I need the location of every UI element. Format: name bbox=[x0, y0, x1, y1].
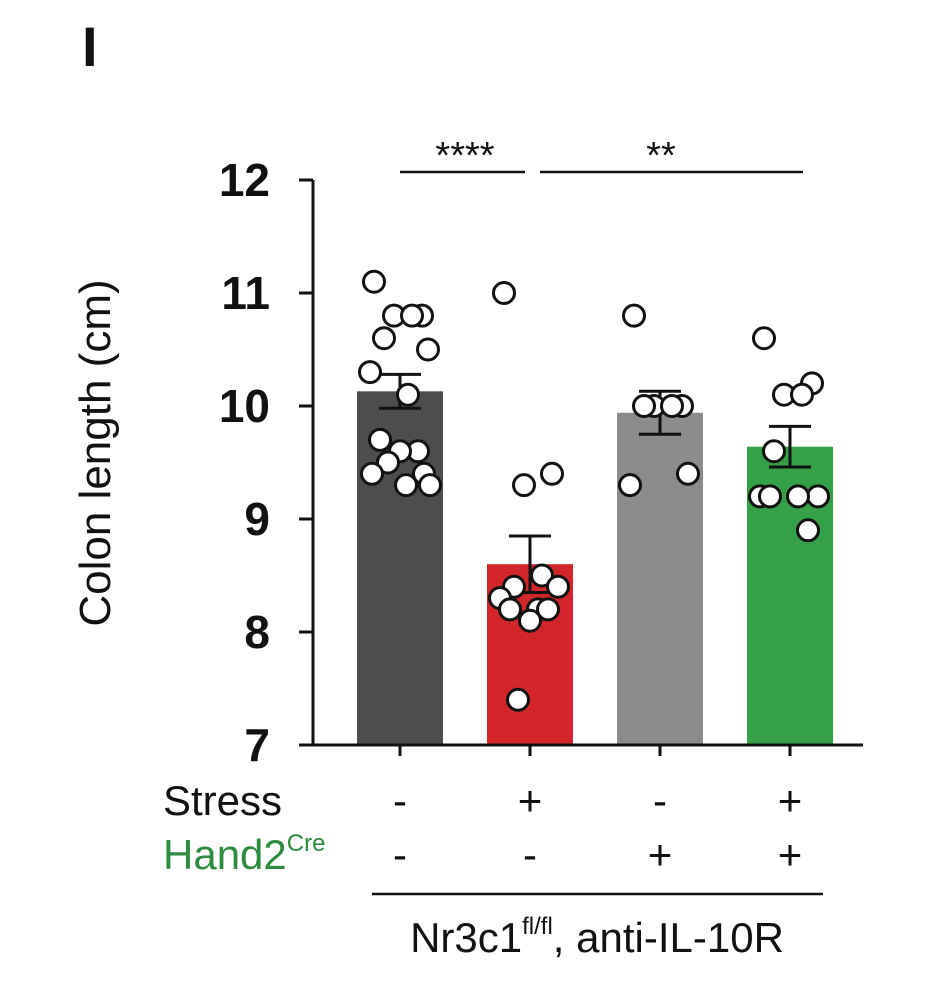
panel-label: I bbox=[82, 15, 98, 78]
hand2cre-value-3: + bbox=[648, 831, 673, 878]
genotype-main: Nr3c1 bbox=[410, 914, 522, 961]
genotype-label: Nr3c1fl/fl, anti-IL-10R bbox=[410, 913, 784, 961]
data-point-group-4-9 bbox=[758, 484, 782, 509]
y-tick-label-8: 8 bbox=[244, 606, 270, 658]
error-bars bbox=[379, 372, 811, 594]
data-points bbox=[358, 269, 830, 712]
data-point-group-2-1 bbox=[492, 281, 516, 305]
hand2cre-value-2: - bbox=[523, 831, 537, 878]
condition-table: - - + - - + + + bbox=[393, 777, 802, 878]
stress-value-1: - bbox=[393, 777, 407, 824]
data-point-group-1-14 bbox=[360, 461, 384, 486]
data-point-group-1-5 bbox=[372, 326, 396, 351]
stress-row-label: Stress bbox=[163, 777, 282, 824]
data-point-group-2-4 bbox=[530, 563, 554, 588]
genotype-rest: , anti-IL-10R bbox=[553, 914, 784, 961]
data-point-group-1-6 bbox=[416, 337, 440, 362]
data-point-group-1-4 bbox=[400, 303, 424, 328]
hand2cre-row-label: Hand2Cre bbox=[163, 830, 325, 878]
stress-value-2: + bbox=[518, 777, 543, 824]
y-axis-label: Colon length (cm) bbox=[71, 279, 120, 626]
data-point-group-4-5 bbox=[762, 439, 786, 464]
data-point-group-1-15 bbox=[394, 473, 418, 498]
data-point-group-1-1 bbox=[362, 269, 386, 294]
hand2cre-value-1: - bbox=[393, 831, 407, 878]
hand2-text: Hand2 bbox=[163, 831, 287, 878]
hand2cre-value-4: + bbox=[778, 831, 803, 878]
data-point-group-2-11 bbox=[518, 608, 542, 633]
data-point-group-1-16 bbox=[418, 473, 442, 498]
sig-label-2: ** bbox=[646, 135, 676, 177]
data-point-group-4-10 bbox=[796, 518, 820, 543]
data-point-group-3-4 bbox=[660, 394, 684, 418]
y-tick-label-9: 9 bbox=[244, 493, 270, 545]
stress-value-4: + bbox=[778, 777, 803, 824]
y-tick-label-11: 11 bbox=[221, 267, 270, 319]
data-point-group-2-12 bbox=[506, 687, 530, 712]
data-point-group-1-8 bbox=[396, 382, 420, 407]
data-point-group-4-8 bbox=[786, 484, 810, 509]
data-point-group-2-9 bbox=[498, 597, 522, 622]
data-point-group-3-1 bbox=[622, 303, 646, 328]
data-point-group-3-7 bbox=[618, 473, 642, 498]
significance-brackets: **** ** bbox=[400, 135, 803, 177]
data-point-group-2-3 bbox=[512, 473, 536, 498]
y-tick-label-10: 10 bbox=[219, 380, 270, 432]
data-point-group-3-6 bbox=[676, 461, 700, 486]
y-tick-label-7: 7 bbox=[244, 719, 270, 771]
data-point-group-1-12 bbox=[376, 450, 400, 475]
data-point-group-4-6 bbox=[806, 484, 830, 509]
data-point-group-2-6 bbox=[546, 574, 570, 599]
data-point-group-4-1 bbox=[752, 326, 776, 351]
data-point-group-3-5 bbox=[632, 394, 656, 418]
y-tick-label-12: 12 bbox=[219, 154, 270, 206]
data-point-group-1-9 bbox=[368, 427, 392, 452]
sig-label-1: **** bbox=[435, 135, 494, 177]
data-point-group-4-4 bbox=[790, 382, 814, 407]
genotype-superscript: fl/fl bbox=[522, 913, 553, 940]
data-point-group-2-2 bbox=[540, 461, 564, 486]
data-point-group-1-7 bbox=[358, 360, 382, 385]
stress-value-3: - bbox=[653, 777, 667, 824]
data-point-group-2-10 bbox=[536, 597, 560, 622]
y-axis-ticks: 7 8 9 10 11 12 bbox=[219, 154, 313, 771]
cre-superscript: Cre bbox=[287, 830, 326, 857]
